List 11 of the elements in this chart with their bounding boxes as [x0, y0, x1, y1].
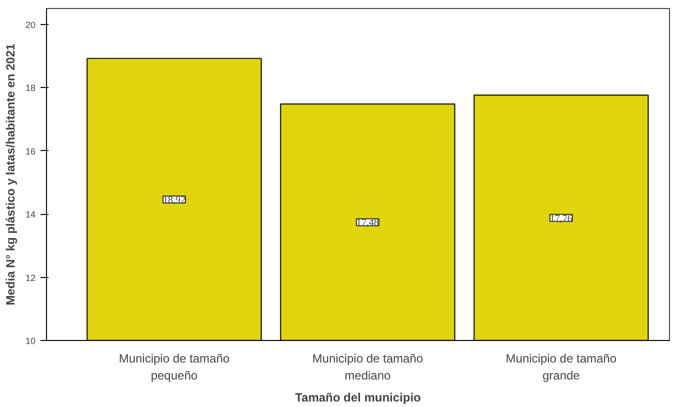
x-tick-label: Municipio de tamaño mediano [312, 352, 424, 382]
y-tick-label: 16 [25, 146, 36, 156]
y-tick-label: 12 [25, 272, 36, 283]
y-tick-label: 18 [25, 83, 36, 94]
y-axis-title: Media N° kg plástico y latas/habitante en 2021 [3, 43, 18, 306]
x-tick-label: Municipio de tamaño grande [506, 352, 617, 382]
y-tick-label: 20 [25, 20, 36, 30]
x-axis-title: Tamaño del municipio [295, 390, 421, 404]
y-tick-label: 14 [25, 210, 36, 220]
x-tick-label: Municipio de tamaño pequeño [118, 352, 230, 382]
y-tick-label: 10 [25, 336, 36, 346]
